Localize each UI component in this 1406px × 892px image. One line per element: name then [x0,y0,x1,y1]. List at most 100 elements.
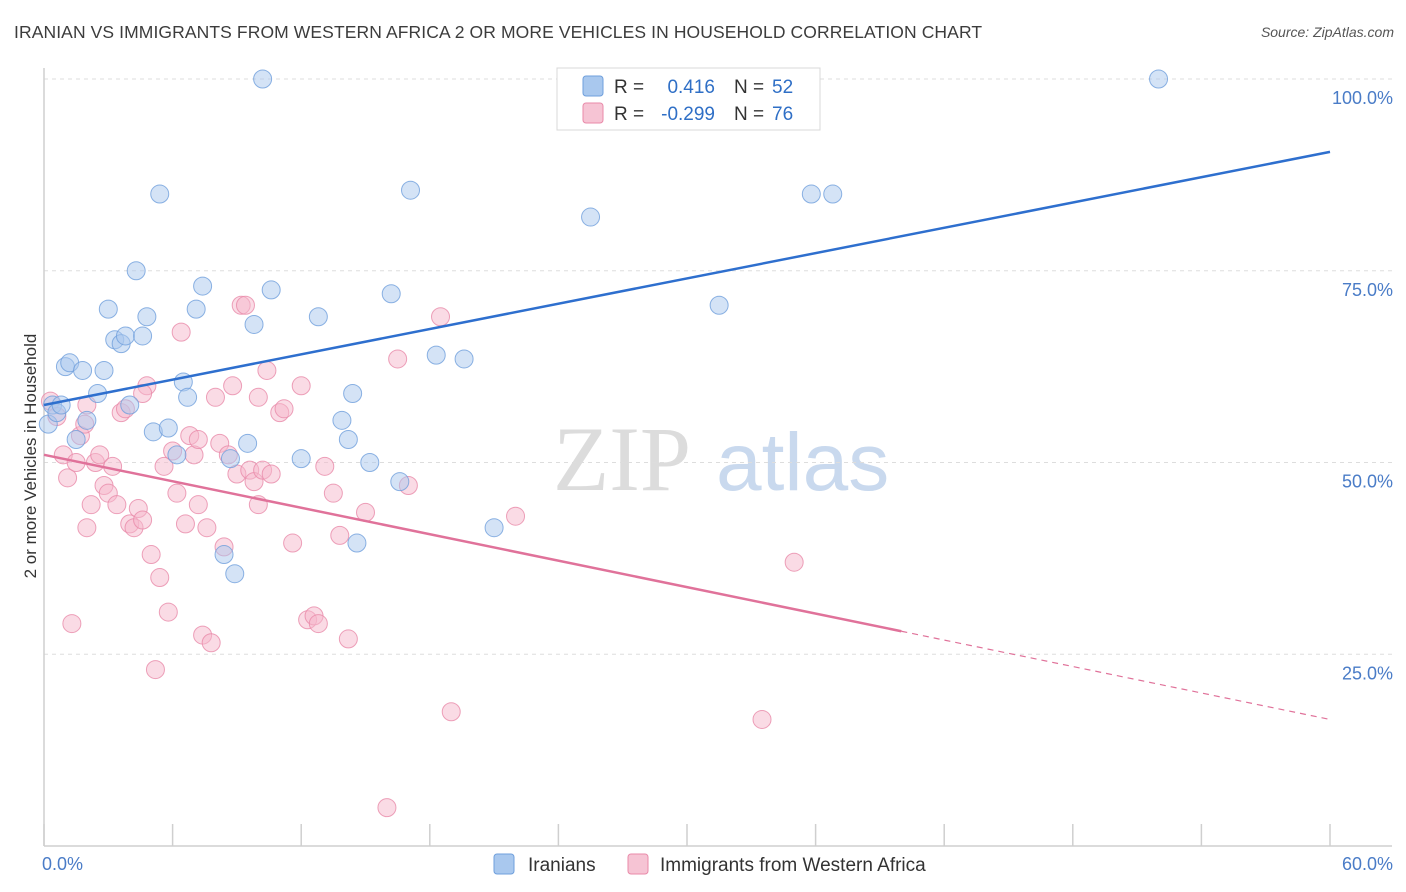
iranians-point-7 [73,360,93,380]
iranians-point-43 [401,180,421,200]
legend-n-value-2: 76 [772,104,793,125]
western-africa-point-61 [330,525,350,545]
iranians-point-10 [94,360,114,380]
western-africa-point-67 [431,307,451,327]
western-africa-point-42 [223,376,243,396]
western-africa-point-29 [167,483,187,503]
legend-r-value-1: 0.416 [667,77,715,98]
iranians-point-50 [823,184,843,204]
western-africa-point-3 [58,468,78,488]
stats-legend: R = 0.416 N = 52 R = -0.299 N = 76 [556,67,821,131]
western-africa-point-27 [158,602,178,622]
y-tick-label-2: 50.0% [1342,472,1393,492]
iranians-point-14 [115,326,135,346]
western-africa-point-26 [154,456,174,476]
iranians-point-31 [244,314,264,334]
y-tick-label-3: 25.0% [1342,663,1393,683]
iranians-point-42 [390,472,410,492]
iranians-point-46 [484,518,504,538]
bottom-legend-label-iranians: Iranians [528,855,596,876]
iranians-point-20 [150,184,170,204]
gridlines [44,78,1392,655]
western-africa-point-14 [103,456,123,476]
iranians-point-49 [801,184,821,204]
iranians-point-18 [137,307,157,327]
western-africa-point-25 [150,568,170,588]
western-africa-point-31 [175,514,195,534]
iranians-point-38 [343,383,363,403]
western-africa-point-59 [315,456,335,476]
iranians-point-3 [51,395,71,415]
iranians-point-27 [214,545,234,565]
western-africa-point-24 [145,660,165,680]
western-africa-point-34 [188,495,208,515]
western-africa-point-70 [752,709,772,729]
western-africa-point-30 [171,322,191,342]
axes [43,68,1392,847]
iranians-point-32 [253,69,273,89]
chart-title: IRANIAN VS IMMIGRANTS FROM WESTERN AFRIC… [14,22,983,42]
western-africa-point-36 [197,518,217,538]
watermark: ZIP atlas [553,408,889,510]
legend-r-value-2: -0.299 [661,104,715,125]
trend-line-western-africa-extension [901,630,1331,721]
western-africa-point-15 [107,495,127,515]
iranians-point-44 [426,345,446,365]
western-africa-point-74 [188,429,208,449]
series-iranians [38,69,1169,584]
legend-r-label-2: R = [614,104,644,125]
series-legend: Iranians Immigrants from Western Africa [493,853,926,876]
iranians-point-15 [120,395,140,415]
iranians-point-17 [133,326,153,346]
western-africa-point-38 [205,387,225,407]
y-tick-label-0: 100.0% [1332,88,1393,108]
bottom-legend-swatch-western-africa [627,853,649,875]
iranians-point-33 [261,280,281,300]
iranians-point-28 [220,449,240,469]
western-africa-point-51 [261,464,281,484]
trend-lines [43,150,1331,721]
x-tick-label-max: 60.0% [1342,854,1393,874]
western-africa-point-54 [283,533,303,553]
trend-line-western-africa [43,453,902,633]
legend-r-label-1: R = [614,77,644,98]
western-africa-point-8 [77,518,97,538]
western-africa-point-55 [291,376,311,396]
western-africa-point-75 [248,387,268,407]
iranians-point-45 [454,349,474,369]
legend-n-label-1: N = [734,77,764,98]
western-africa-point-69 [506,506,526,526]
x-tick-label-min: 0.0% [42,854,83,874]
y-axis-label: 2 or more Vehicles in Household [21,334,40,579]
western-africa-point-9 [81,495,101,515]
iranians-point-39 [347,533,367,553]
iranians-point-40 [360,453,380,472]
iranians-point-51 [1149,69,1169,89]
legend-n-label-2: N = [734,104,764,125]
iranians-point-29 [225,564,245,584]
western-africa-point-64 [377,798,397,818]
western-africa-point-50 [257,360,277,380]
western-africa-point-11 [90,445,110,465]
watermark-zip: ZIP [553,408,691,510]
iranians-point-30 [238,433,258,453]
trend-line-iranians [43,150,1331,407]
western-africa-point-53 [274,399,294,419]
bottom-legend-swatch-iranians [493,853,515,875]
western-africa-point-45 [235,295,255,315]
western-africa-point-71 [784,552,804,572]
western-africa-point-60 [323,483,343,503]
iranians-point-37 [338,429,358,449]
iranians-point-6 [66,429,86,449]
western-africa-point-65 [388,349,408,369]
western-africa-point-23 [141,545,161,565]
legend-swatch-iranians [582,75,604,97]
iranians-point-21 [158,418,178,438]
western-africa-point-4 [62,614,82,634]
western-africa-point-37 [201,633,221,653]
bottom-legend-label-western-africa: Immigrants from Western Africa [660,855,926,876]
iranians-point-48 [709,295,729,315]
western-africa-point-21 [133,510,153,530]
iranians-point-11 [98,299,118,319]
